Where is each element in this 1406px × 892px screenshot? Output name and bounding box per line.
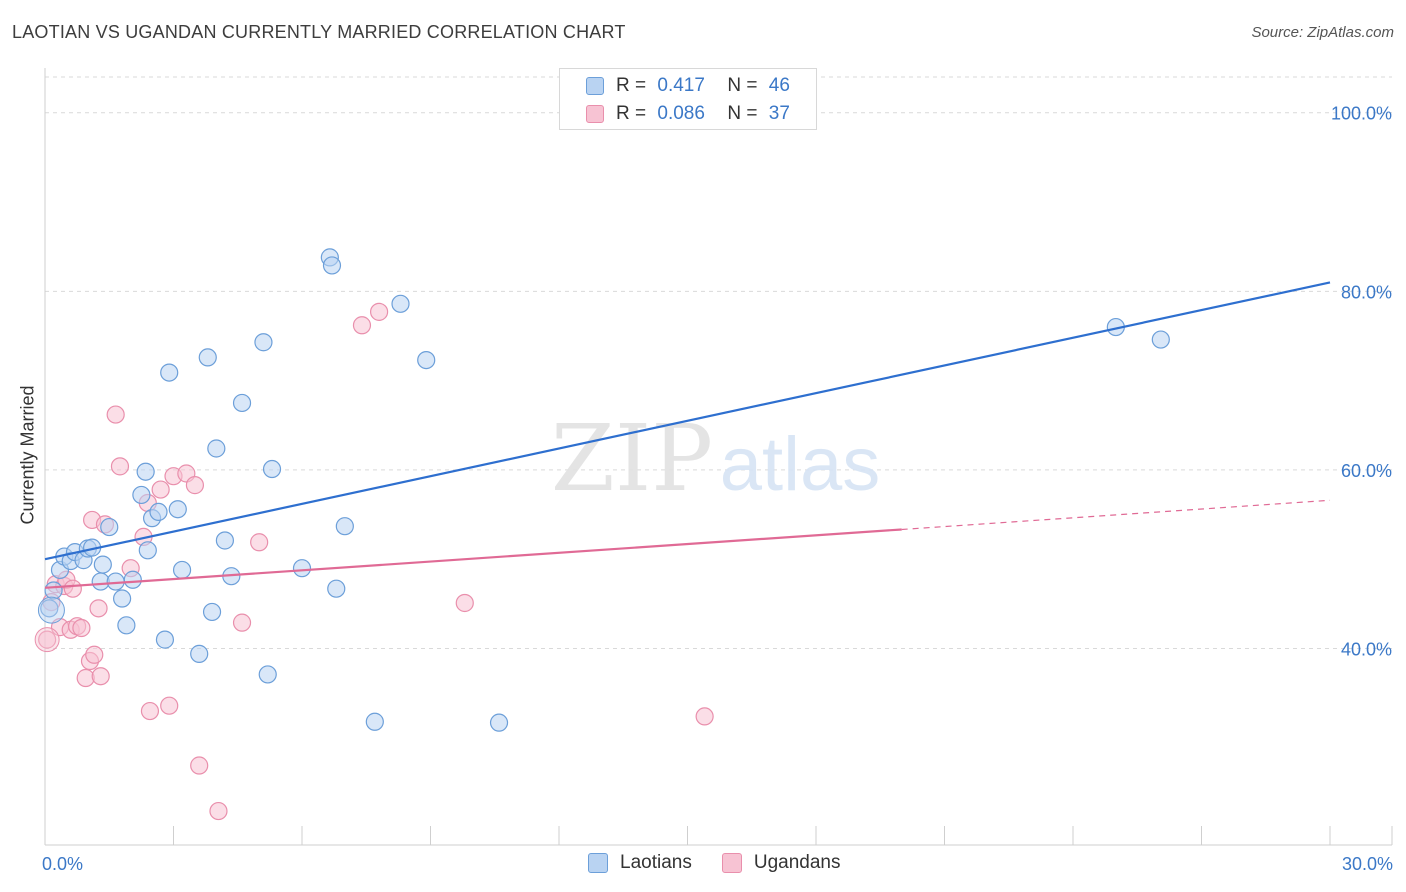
data-point [140,701,160,721]
stats-legend: R = 0.417 N = 46 R = 0.086 N = 37 [559,68,817,130]
series-legend: Laotians Ugandans [588,852,870,874]
legend-n-label: N = [727,75,758,96]
legend-r-label: R = [616,103,647,124]
legend-label-ugandans: Ugandans [753,852,841,873]
data-point [93,555,112,574]
trend-line-extension [901,499,1331,531]
legend-swatch-pink [586,105,604,123]
data-point [391,294,410,313]
data-point [151,480,170,499]
data-point [172,560,192,580]
data-point [106,405,125,424]
data-point [352,316,372,335]
data-point [327,579,346,598]
watermark: ZIP atlas [551,405,880,512]
data-point [155,630,175,649]
data-point [258,665,277,684]
data-point [38,630,57,649]
data-point [254,333,273,352]
tick-labels: 40.0% 60.0% 80.0% 100.0% 0.0% 30.0% [42,104,1393,874]
legend-item-ugandans[interactable]: Ugandans [721,852,841,874]
data-point [132,485,151,505]
data-point [198,348,217,367]
data-point [365,712,384,731]
legend-row-ugandans: R = 0.086 N = 37 [586,102,790,126]
data-point [117,616,136,635]
data-point [250,533,269,552]
data-point [262,459,282,479]
data-point [232,613,252,632]
ugandans-points [34,302,714,821]
data-point [232,393,252,413]
data-point [202,602,222,622]
y-tick-label: 80.0% [1341,282,1392,302]
y-tick-label: 100.0% [1331,104,1392,124]
legend-swatch-blue [588,853,608,873]
data-point [123,570,142,589]
data-point [63,579,82,598]
data-point [160,696,179,715]
y-tick-label: 60.0% [1341,461,1392,481]
legend-n-value: 46 [768,75,790,96]
data-point [695,707,714,726]
axes [44,68,1393,846]
data-point [417,350,436,370]
data-point [322,256,342,275]
legend-swatch-blue [586,77,604,95]
data-point [76,668,95,688]
data-point [136,462,155,481]
data-point [455,593,474,613]
watermark-zip: ZIP [551,405,713,512]
data-point [85,645,104,664]
data-point [335,517,354,536]
trend-line [44,281,1331,561]
laotians-points [37,248,1170,732]
x-tick-label: 30.0% [1342,854,1393,874]
data-point [110,457,130,476]
data-point [72,618,91,638]
data-point [1151,330,1170,349]
legend-item-laotians[interactable]: Laotians [588,852,692,874]
data-point [209,801,228,821]
data-point [149,502,168,522]
data-point [112,589,132,608]
y-tick-label: 40.0% [1341,640,1392,660]
x-tick-label: 0.0% [42,854,83,874]
y-axis-label: Currently Married [17,385,38,525]
legend-n-value: 37 [768,103,790,124]
data-point-cluster [37,596,65,624]
legend-swatch-pink [721,853,742,873]
data-point [185,476,205,495]
chart-title: LAOTIAN VS UGANDAN CURRENTLY MARRIED COR… [12,22,626,42]
watermark-atlas: atlas [720,422,881,507]
data-point [190,756,209,775]
trend-lines [44,281,1331,589]
data-point [190,644,209,663]
data-point [89,599,108,618]
data-point-cluster [34,627,60,653]
grid-lines [45,76,1392,650]
data-point [100,517,119,537]
data-point [160,363,179,382]
trend-line [44,528,902,589]
data-point [91,667,110,686]
legend-label-laotians: Laotians [620,852,692,873]
legend-r-label: R = [616,75,647,96]
data-point [292,559,312,578]
data-point [207,439,226,458]
legend-r-value: 0.417 [657,75,705,96]
data-point [370,302,389,321]
data-point [44,581,63,600]
legend-r-value: 0.086 [657,103,705,124]
data-point [489,713,509,732]
data-point [138,541,157,560]
data-point [40,599,59,618]
legend-row-laotians: R = 0.417 N = 46 [586,74,790,98]
source-label: Source: ZipAtlas.com [1251,24,1394,41]
data-point [215,531,234,550]
data-point [168,500,187,519]
legend-n-label: N = [727,103,758,124]
